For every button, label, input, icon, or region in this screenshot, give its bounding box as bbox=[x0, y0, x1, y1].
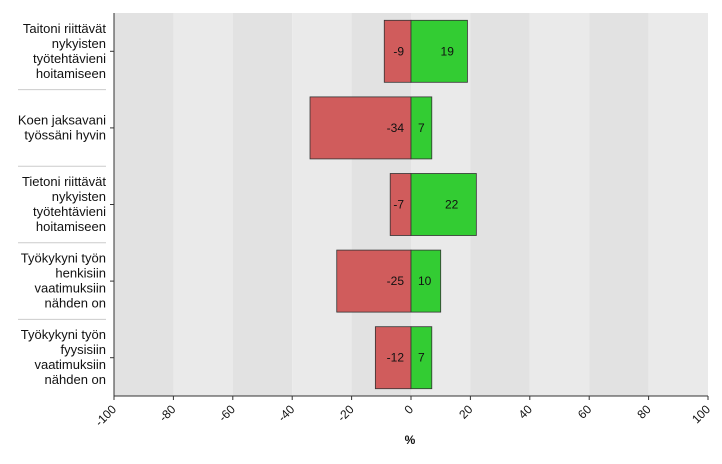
data-label-negative: -34 bbox=[387, 121, 405, 135]
category-labels: Taitoni riittävät nykyisten työtehtävieni h… bbox=[18, 21, 107, 387]
data-label-positive: 7 bbox=[418, 351, 425, 365]
x-tick-labels: -100 -80 -60 -40 -20 0 20 40 60 80 100 bbox=[92, 402, 713, 429]
x-tick-label: 80 bbox=[634, 402, 654, 422]
category-label: Työkykyni työn henkisiin vaatimuksiin nähde… bbox=[21, 251, 106, 311]
x-axis-title: % bbox=[405, 433, 416, 447]
data-label-positive: 10 bbox=[418, 274, 432, 288]
grid-band bbox=[470, 13, 530, 396]
grid-band bbox=[648, 13, 708, 396]
category-label-line: työtehtävieni bbox=[33, 204, 106, 219]
bar-positive bbox=[410, 326, 433, 390]
category-label-line: henkisiin bbox=[55, 266, 106, 281]
category-label: Koen jaksavani työssäni hyvin bbox=[18, 112, 106, 142]
category-label: Työkykyni työn fyysisiin vaatimuksiin nähde… bbox=[21, 327, 106, 387]
x-tick-label: -40 bbox=[275, 402, 297, 424]
x-tick-label: 40 bbox=[516, 402, 536, 422]
category-label-line: Työkykyni työn bbox=[21, 251, 106, 266]
category-label-line: Koen jaksavani bbox=[18, 112, 106, 127]
category-label-line: Työkykyni työn bbox=[21, 327, 106, 342]
x-tick-label: 0 bbox=[401, 402, 416, 417]
x-tick-label: -60 bbox=[216, 402, 238, 424]
x-tick-label: -80 bbox=[156, 402, 178, 424]
grid-band bbox=[114, 13, 174, 396]
x-tick-label: 20 bbox=[456, 402, 476, 422]
data-label-negative: -9 bbox=[393, 44, 404, 58]
data-label-positive: 19 bbox=[441, 44, 455, 58]
category-label-line: vaatimuksiin bbox=[34, 357, 106, 372]
grid-band bbox=[173, 13, 233, 396]
x-tick-label: 100 bbox=[689, 402, 713, 426]
grid-band bbox=[292, 13, 352, 396]
grid-band bbox=[589, 13, 649, 396]
bar-positive bbox=[410, 173, 477, 236]
category-label-line: työssäni hyvin bbox=[24, 127, 106, 142]
category-label-line: hoitamiseen bbox=[36, 66, 106, 81]
axes-group bbox=[18, 13, 709, 400]
x-tick-label: -100 bbox=[92, 402, 119, 429]
category-label-line: Taitoni riittävät bbox=[23, 21, 106, 36]
x-tick-label: 60 bbox=[575, 402, 595, 422]
bar-negative bbox=[336, 249, 412, 313]
data-label-positive: 22 bbox=[445, 198, 459, 212]
category-label-line: nykyisten bbox=[52, 36, 106, 51]
category-label: Tietoni riittävät nykyisten työtehtävieni h… bbox=[22, 174, 106, 234]
x-tick-label: -20 bbox=[335, 402, 357, 424]
bar-positive bbox=[410, 249, 442, 313]
bar-positive bbox=[410, 19, 468, 83]
grid-band bbox=[529, 13, 590, 396]
category-label-line: vaatimuksiin bbox=[34, 281, 106, 296]
category-label-line: nykyisten bbox=[52, 189, 106, 204]
category-label: Taitoni riittävät nykyisten työtehtävieni h… bbox=[23, 21, 106, 81]
category-label-line: hoitamiseen bbox=[36, 219, 106, 234]
category-label-line: työtehtävieni bbox=[33, 51, 106, 66]
data-label-negative: -25 bbox=[387, 274, 405, 288]
grid-band bbox=[232, 13, 293, 396]
category-label-line: fyysisiin bbox=[60, 342, 106, 357]
data-label-negative: -7 bbox=[393, 198, 404, 212]
category-label-line: Tietoni riittävät bbox=[22, 174, 106, 189]
category-label-line: nähden on bbox=[45, 372, 106, 387]
data-label-positive: 7 bbox=[418, 121, 425, 135]
bar-positive bbox=[410, 96, 433, 160]
data-label-negative: -12 bbox=[387, 351, 405, 365]
bars-group bbox=[309, 19, 477, 390]
category-label-line: nähden on bbox=[45, 296, 106, 311]
data-labels: -9 -34 -7 -25 -12 19 7 22 10 7 bbox=[387, 44, 459, 364]
